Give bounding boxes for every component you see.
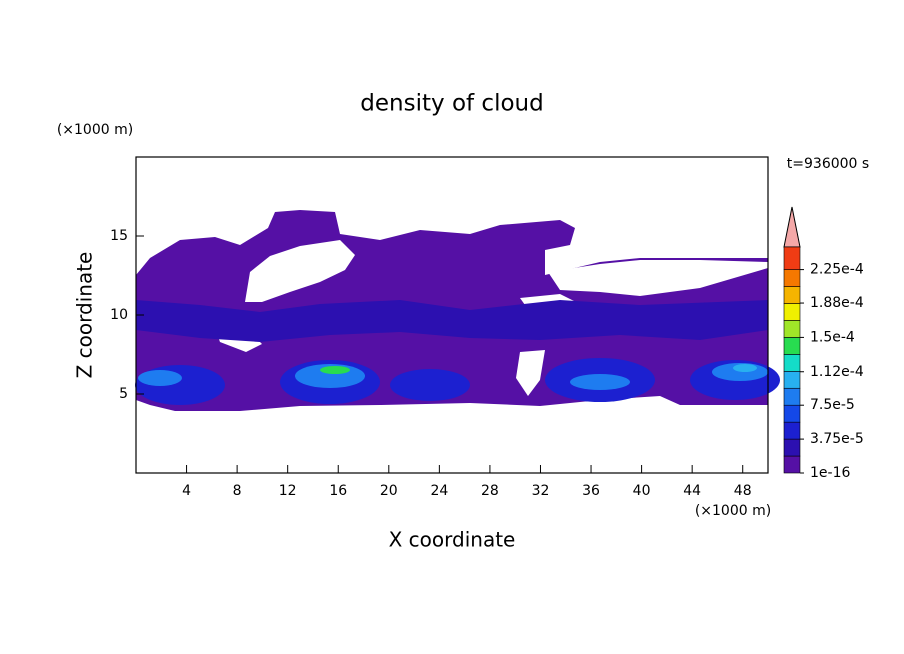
colorbar-band xyxy=(783,354,801,372)
x-tick-label: 36 xyxy=(582,483,600,499)
x-tick-label: 32 xyxy=(532,483,550,499)
colorbar-tick-label: 3.75e-5 xyxy=(810,431,864,447)
colorbar-band xyxy=(783,269,801,287)
x-tick-label: 4 xyxy=(182,483,191,499)
x-tick-label: 8 xyxy=(233,483,242,499)
x-tick-label: 44 xyxy=(683,483,701,499)
cloud-core xyxy=(733,364,757,372)
colorbar-band xyxy=(783,455,801,474)
contour-field xyxy=(135,210,780,411)
cloud-core xyxy=(135,365,225,405)
colorbar-tick-label: 1.5e-4 xyxy=(810,329,855,345)
colorbar-tick-label: 1e-16 xyxy=(810,465,850,481)
chart-title: density of cloud xyxy=(360,91,543,117)
x-unit: (×1000 m) xyxy=(695,503,771,519)
y-tick-label: 10 xyxy=(110,307,128,323)
colorbar-band xyxy=(783,320,801,338)
cloud-gap xyxy=(245,240,355,302)
cloud-core xyxy=(390,369,470,401)
colorbar-band xyxy=(783,404,801,423)
cloud-core xyxy=(320,366,350,374)
cloud-gap xyxy=(516,350,545,396)
x-tick-label: 20 xyxy=(380,483,398,499)
cloud-core xyxy=(570,374,630,390)
y-unit: (×1000 m) xyxy=(57,122,133,138)
colorbar-band xyxy=(783,303,801,321)
x-tick-label: 48 xyxy=(734,483,752,499)
colorbar-tick-label: 2.25e-4 xyxy=(810,262,864,278)
y-tick-label: 5 xyxy=(119,386,128,402)
colorbar-band xyxy=(783,370,801,389)
colorbar-band xyxy=(783,438,801,457)
colorbar-band xyxy=(783,246,801,270)
y-axis-label: Z coordinate xyxy=(73,252,97,379)
x-tick-label: 40 xyxy=(633,483,651,499)
x-tick-label: 12 xyxy=(279,483,297,499)
colorbar-band xyxy=(783,286,801,304)
cloud-gap xyxy=(548,260,768,296)
annotation: t=936000 s xyxy=(787,156,869,172)
colorbar-tick-label: 7.5e-5 xyxy=(810,397,855,413)
y-tick-label: 15 xyxy=(110,228,128,244)
cloud-band xyxy=(136,300,768,342)
colorbar-band xyxy=(783,337,801,355)
colorbar-band xyxy=(783,387,801,406)
x-axis-label: X coordinate xyxy=(389,528,516,552)
colorbar-extension xyxy=(783,206,801,248)
colorbar-tick-label: 1.12e-4 xyxy=(810,364,864,380)
x-tick-label: 16 xyxy=(329,483,347,499)
x-tick-label: 28 xyxy=(481,483,499,499)
cloud-core xyxy=(138,370,182,386)
x-tick-label: 24 xyxy=(430,483,448,499)
colorbar-band xyxy=(783,421,801,440)
colorbar-tick-label: 1.88e-4 xyxy=(810,295,864,311)
